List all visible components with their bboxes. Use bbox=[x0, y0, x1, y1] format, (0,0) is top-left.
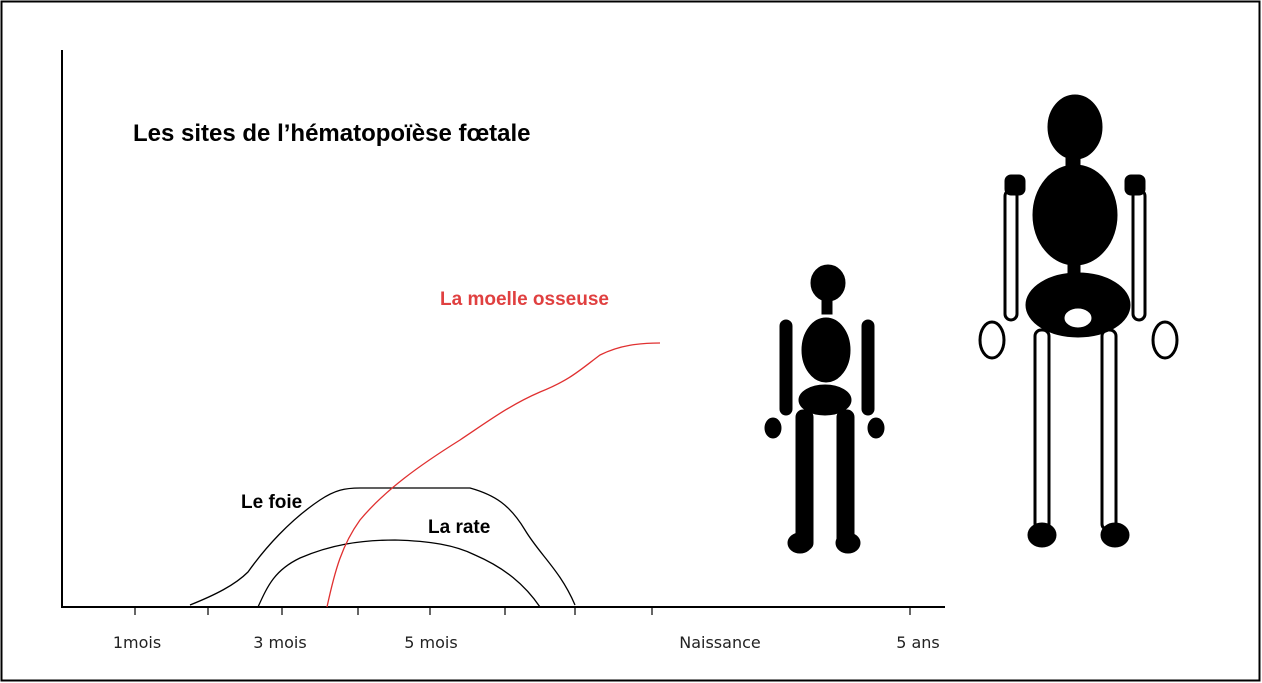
curve-label: Le foie bbox=[241, 492, 302, 513]
curve-label: La rate bbox=[428, 517, 490, 538]
liver-curve bbox=[189, 487, 576, 606]
x-label: 5 ans bbox=[896, 633, 940, 652]
bone-marrow-curve bbox=[326, 342, 661, 608]
x-label: 5 mois bbox=[404, 633, 457, 652]
axes bbox=[61, 50, 945, 615]
adult-skeleton bbox=[978, 94, 1179, 548]
x-label: Naissance bbox=[679, 633, 760, 652]
title: Les sites de l’hématopoïèse fœtale bbox=[133, 120, 530, 147]
x-label: 3 mois bbox=[253, 633, 306, 652]
curve-label: La moelle osseuse bbox=[440, 289, 609, 310]
x-label: 1mois bbox=[113, 633, 161, 652]
x-labels: 1mois 3 mois 5 mois Naissance 5 ans bbox=[113, 633, 940, 652]
child-skeleton bbox=[764, 264, 885, 554]
spleen-curve bbox=[257, 539, 541, 608]
